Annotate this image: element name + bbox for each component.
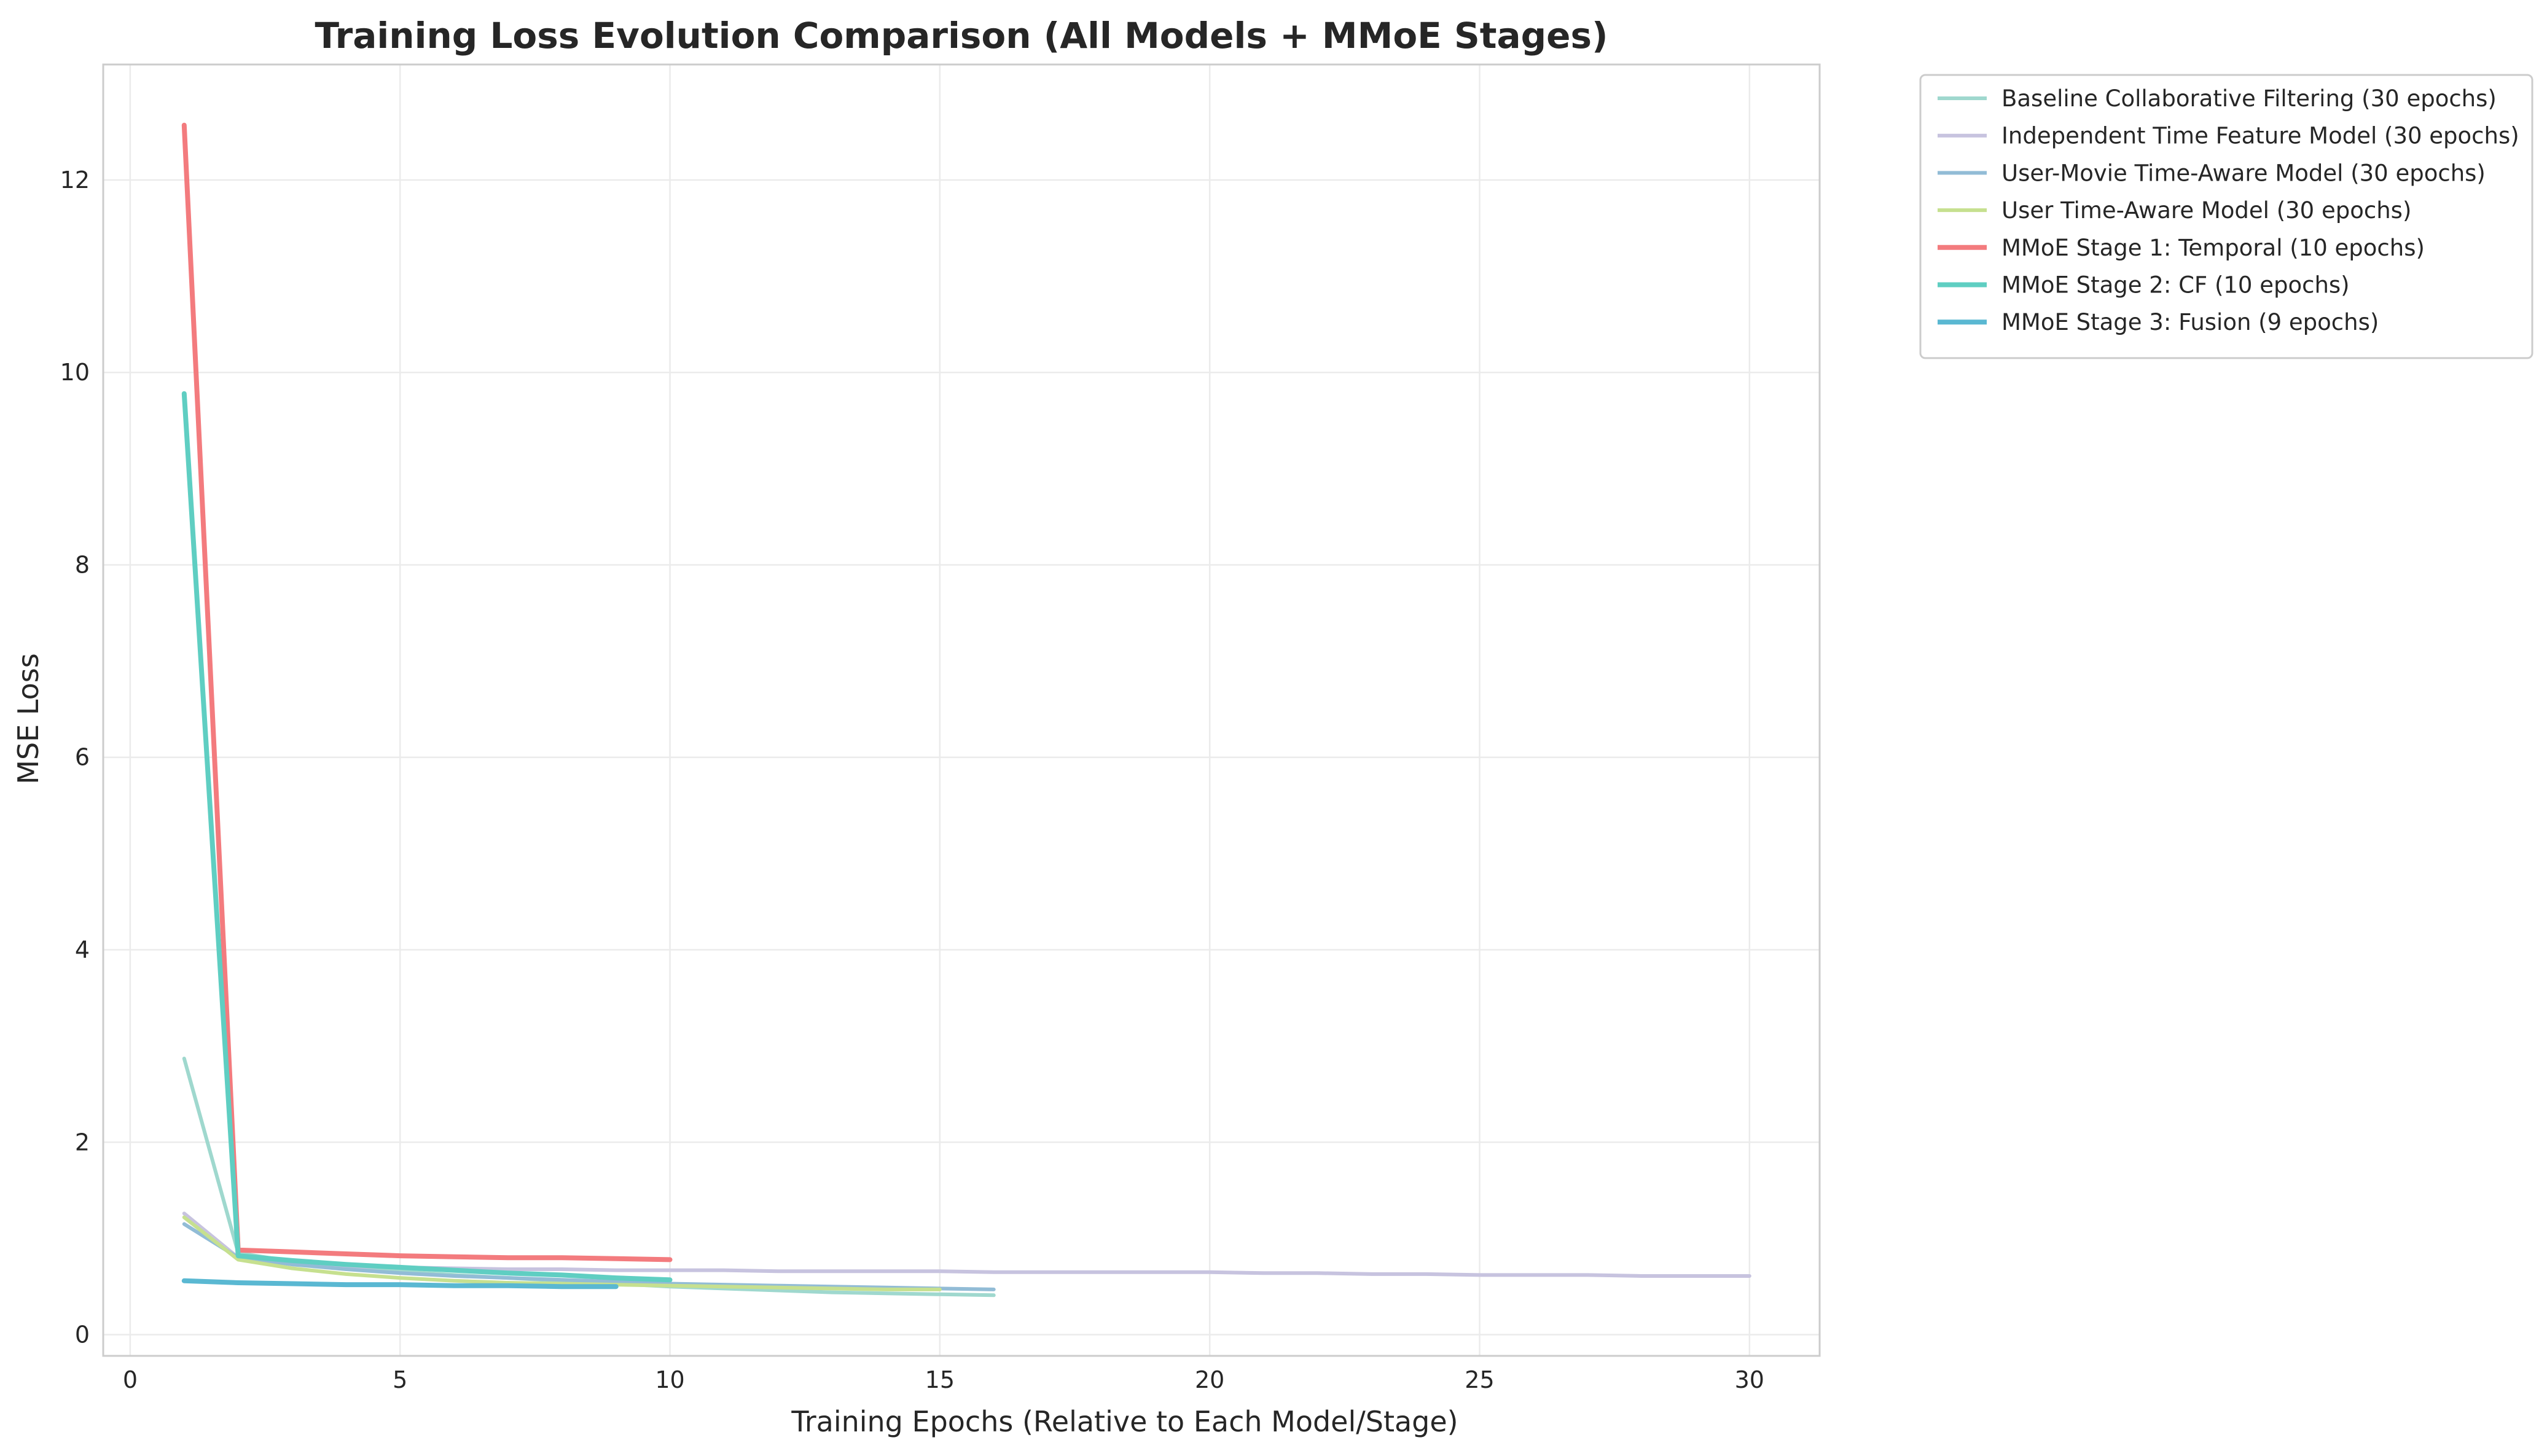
x-axis-label: Training Epochs (Relative to Each Model/… bbox=[791, 1405, 1458, 1438]
legend-entries: Baseline Collaborative Filtering (30 epo… bbox=[1938, 85, 2519, 335]
legend-label: MMoE Stage 2: CF (10 epochs) bbox=[2001, 272, 2350, 299]
x-tick-label: 20 bbox=[1195, 1366, 1224, 1393]
legend-label: User-Movie Time-Aware Model (30 epochs) bbox=[2001, 160, 2486, 186]
legend-label: Independent Time Feature Model (30 epoch… bbox=[2001, 123, 2519, 149]
y-tick-label: 10 bbox=[60, 359, 90, 386]
series-line-4 bbox=[182, 1215, 942, 1291]
x-tick-label: 15 bbox=[925, 1366, 955, 1393]
y-tick-label: 0 bbox=[75, 1321, 90, 1348]
x-tick-label: 25 bbox=[1465, 1366, 1494, 1393]
legend-box bbox=[1919, 74, 2533, 359]
y-tick-label: 6 bbox=[75, 744, 90, 771]
y-tick-label: 8 bbox=[75, 551, 90, 578]
plot-frame bbox=[102, 63, 1821, 1357]
series-line-3 bbox=[182, 1222, 996, 1291]
y-tick-label: 12 bbox=[60, 166, 90, 194]
legend: Baseline Collaborative Filtering (30 epo… bbox=[1919, 74, 2533, 359]
series-lines bbox=[181, 122, 1751, 1297]
x-tick-labels: 0 5 10 15 20 25 30 bbox=[123, 1366, 1764, 1393]
series-line-6 bbox=[181, 391, 673, 1283]
y-axis-label: MSE Loss bbox=[12, 653, 45, 784]
legend-label: MMoE Stage 1: Temporal (10 epochs) bbox=[2001, 235, 2425, 261]
y-tick-label: 4 bbox=[75, 936, 90, 963]
x-tick-label: 5 bbox=[393, 1366, 407, 1393]
series-line-7 bbox=[181, 1278, 619, 1290]
series-line-5 bbox=[181, 122, 673, 1262]
y-tick-label: 2 bbox=[75, 1129, 90, 1156]
x-tick-label: 0 bbox=[123, 1366, 138, 1393]
x-tick-label: 10 bbox=[655, 1366, 684, 1393]
chart-title: Training Loss Evolution Comparison (All … bbox=[315, 15, 1608, 57]
y-tick-labels: 0 2 4 6 8 10 12 bbox=[60, 166, 90, 1348]
grid bbox=[103, 65, 1820, 1356]
legend-label: MMoE Stage 3: Fusion (9 epochs) bbox=[2001, 309, 2379, 335]
legend-label: Baseline Collaborative Filtering (30 epo… bbox=[2001, 85, 2497, 112]
x-tick-label: 30 bbox=[1735, 1366, 1764, 1393]
legend-label: User Time-Aware Model (30 epochs) bbox=[2001, 197, 2411, 224]
